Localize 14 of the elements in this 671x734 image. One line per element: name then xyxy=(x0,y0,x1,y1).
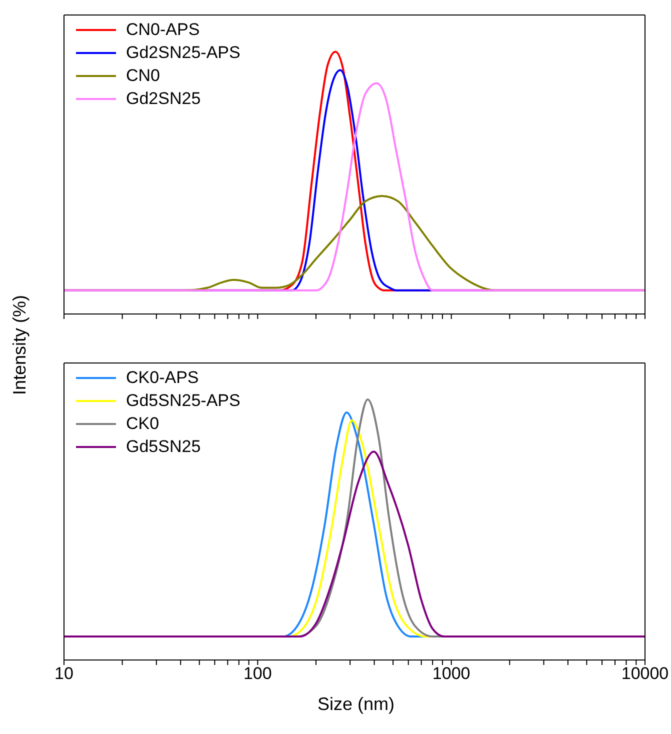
legend-label: Gd2SN25 xyxy=(126,88,201,110)
legend-label: Gd5SN25-APS xyxy=(126,390,240,412)
legend-label: CN0 xyxy=(126,65,160,87)
legend-label: CN0-APS xyxy=(126,19,200,41)
x-tick-label: 10 xyxy=(54,664,74,684)
y-axis-title: Intensity (%) xyxy=(10,294,30,396)
legend-label: CK0 xyxy=(126,413,160,435)
legend-label: CK0-APS xyxy=(126,367,199,389)
x-axis-title: Size (nm) xyxy=(316,694,396,715)
legend-label: Gd2SN25-APS xyxy=(126,42,240,64)
x-tick-label: 10000 xyxy=(621,664,669,684)
legend-label: Gd5SN25 xyxy=(126,436,201,458)
x-tick-label: 100 xyxy=(243,664,272,684)
x-tick-label: 1000 xyxy=(432,664,470,684)
